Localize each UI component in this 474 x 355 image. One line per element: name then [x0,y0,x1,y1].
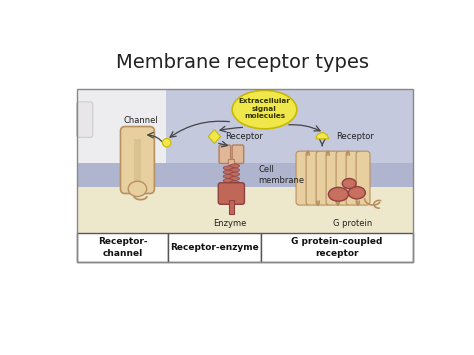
Text: G protein-coupled
receptor: G protein-coupled receptor [291,237,383,258]
Text: Receptor-
channel: Receptor- channel [98,237,147,258]
Text: Receptor: Receptor [225,132,263,141]
Bar [261,233,413,262]
Text: G protein: G protein [333,219,373,228]
FancyBboxPatch shape [356,151,370,205]
Bar [77,187,413,262]
Ellipse shape [232,90,297,129]
Text: Cell
membrane: Cell membrane [258,165,304,185]
Bar [77,89,166,164]
Text: Channel: Channel [124,116,159,125]
Ellipse shape [328,187,348,201]
Polygon shape [208,130,220,143]
FancyBboxPatch shape [120,126,155,193]
Ellipse shape [223,174,233,178]
FancyBboxPatch shape [219,145,231,164]
FancyBboxPatch shape [77,102,93,137]
Ellipse shape [229,172,240,176]
Bar [77,164,413,187]
Ellipse shape [128,181,146,197]
Text: Extracellular
signal
molecules: Extracellular signal molecules [238,98,291,119]
Ellipse shape [229,164,240,168]
FancyBboxPatch shape [306,151,320,205]
Ellipse shape [342,179,356,189]
Ellipse shape [229,181,240,185]
Bar [77,233,168,262]
Ellipse shape [223,170,233,174]
FancyBboxPatch shape [219,183,245,204]
Ellipse shape [223,179,233,182]
Text: Receptor-enzyme: Receptor-enzyme [170,243,259,252]
Text: Enzyme: Enzyme [213,219,246,228]
Ellipse shape [229,176,240,180]
Bar [134,139,141,181]
FancyBboxPatch shape [316,151,330,205]
Circle shape [163,138,171,147]
Bar [229,201,234,214]
FancyBboxPatch shape [232,145,244,164]
Ellipse shape [348,187,365,199]
Ellipse shape [223,166,233,170]
FancyBboxPatch shape [326,151,340,205]
Text: Membrane receptor types: Membrane receptor types [117,53,369,72]
Wedge shape [316,133,328,139]
Bar [77,89,413,164]
Bar [168,233,261,262]
FancyBboxPatch shape [336,151,350,205]
Ellipse shape [229,168,240,172]
Text: Receptor: Receptor [336,132,374,141]
FancyBboxPatch shape [346,151,360,205]
FancyBboxPatch shape [296,151,310,205]
Bar [77,89,413,262]
Bar [228,159,235,165]
